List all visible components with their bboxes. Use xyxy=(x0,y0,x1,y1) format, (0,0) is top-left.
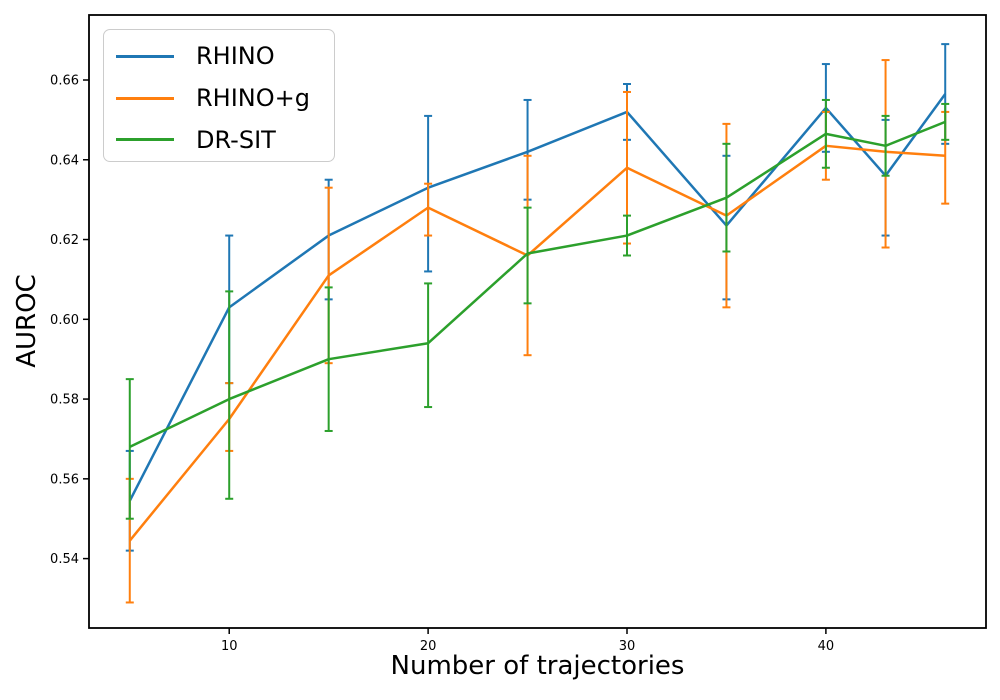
y-tick-label: 0.54 xyxy=(50,552,79,567)
x-tick-label: 20 xyxy=(420,639,437,654)
y-tick-label: 0.64 xyxy=(50,153,79,168)
legend: RHINO RHINO+g DR-SIT xyxy=(103,29,335,162)
x-axis-label: Number of trajectories xyxy=(390,651,685,681)
y-tick-label: 0.60 xyxy=(50,313,79,328)
axes-spines xyxy=(88,14,987,629)
y-tick-label: 0.58 xyxy=(50,393,79,408)
series-line-RHINO+g xyxy=(128,144,946,542)
series-line-DR-SIT xyxy=(129,120,946,449)
legend-item-rhino-g: RHINO+g xyxy=(116,78,334,119)
legend-line-swatch xyxy=(116,96,174,100)
x-tick-label: 40 xyxy=(818,639,835,654)
legend-line-swatch xyxy=(116,54,174,58)
legend-label: RHINO xyxy=(196,42,275,71)
y-tick-label: 0.62 xyxy=(50,233,79,248)
legend-label: RHINO+g xyxy=(196,84,310,112)
legend-item-rhino: RHINO xyxy=(116,36,334,77)
x-tick-label: 10 xyxy=(221,639,238,654)
y-tick-label: 0.56 xyxy=(50,472,79,487)
legend-label: DR-SIT xyxy=(196,125,276,154)
y-axis-label: AUROC xyxy=(12,274,42,368)
x-tick-label: 30 xyxy=(619,639,636,654)
legend-item-dr-sit: DR-SIT xyxy=(116,119,334,160)
legend-line-swatch xyxy=(116,138,174,142)
y-tick-label: 0.66 xyxy=(50,74,79,89)
series-line-RHINO xyxy=(128,93,947,502)
